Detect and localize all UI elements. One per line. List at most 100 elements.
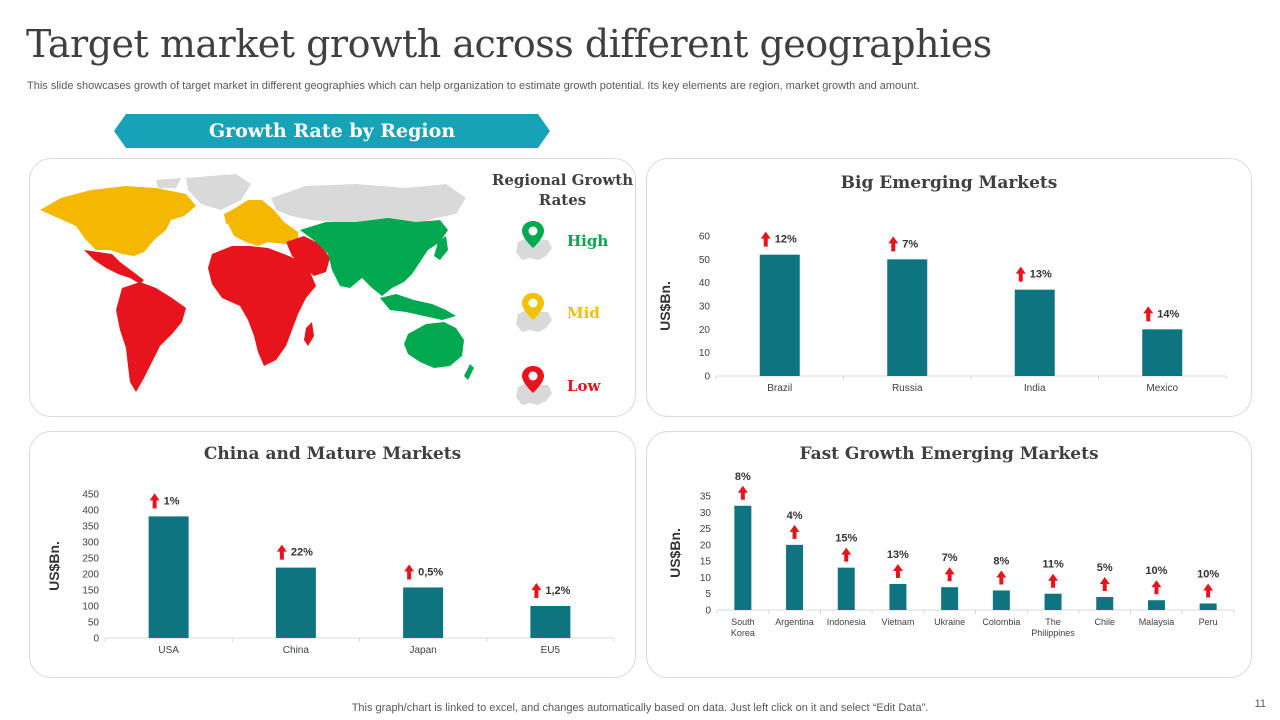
map-region-madagascar (304, 322, 314, 346)
y-tick-label: 15 (700, 557, 712, 568)
y-tick-label: 30 (699, 302, 711, 313)
y-tick-label: 450 (82, 490, 99, 501)
bar (887, 259, 928, 376)
y-tick-label: 50 (88, 618, 100, 629)
data-label: 15% (835, 533, 857, 545)
bar (837, 567, 855, 610)
map-region-north-america (40, 186, 196, 256)
data-label: 1,2% (545, 585, 570, 597)
x-tick-label: Peru (1199, 617, 1218, 627)
y-tick-label: 20 (700, 540, 712, 551)
x-tick-label: Chile (1094, 617, 1115, 627)
y-tick-label: 10 (699, 348, 711, 359)
china-mature-chart: US$Bn. 0 50 100 150 200 250 300 350 400 450 USA 1% Ch… (46, 490, 615, 656)
legend-label-low: Low (567, 377, 601, 395)
map-region-new-zealand (464, 364, 474, 380)
map-pin-icon (516, 221, 552, 260)
x-tick-label: Mexico (1146, 383, 1178, 394)
y-tick-label: 35 (700, 492, 712, 503)
y-tick-label: 40 (699, 278, 711, 289)
y-tick-label: 300 (82, 538, 99, 549)
y-tick-label: 0 (705, 606, 711, 617)
bar (1044, 593, 1062, 610)
x-tick-label: Vietnam (882, 617, 915, 627)
bar (1142, 329, 1183, 376)
bar (530, 606, 571, 638)
y-tick-label: 400 (82, 506, 99, 517)
data-label: 10% (1145, 565, 1167, 577)
data-label: 8% (735, 471, 751, 483)
bar (941, 587, 959, 610)
growth-arrow-icon (404, 564, 415, 580)
data-label: 13% (1030, 269, 1052, 281)
y-tick-label: 30 (700, 508, 712, 519)
world-map (40, 174, 474, 392)
map-region-south-america (116, 282, 186, 392)
footer-note: This graph/chart is linked to excel, and… (351, 702, 929, 714)
page-number: 11 (1254, 698, 1266, 710)
data-label: 22% (291, 547, 313, 559)
chart-title: China and Mature Markets (203, 444, 462, 464)
x-tick-label: Malaysia (1139, 617, 1175, 627)
bar (1096, 596, 1114, 610)
data-label: 4% (787, 510, 803, 522)
growth-arrow-icon (944, 567, 955, 582)
growth-arrow-icon (1151, 580, 1162, 595)
data-label: 0,5% (418, 566, 443, 578)
data-label: 11% (1042, 559, 1064, 571)
data-label: 13% (887, 549, 909, 561)
map-region-australia (404, 322, 464, 368)
bar (275, 567, 316, 638)
legend-item-mid: Mid (512, 292, 632, 342)
y-tick-label: 150 (82, 586, 99, 597)
bar (148, 516, 189, 638)
bar (889, 583, 907, 610)
x-tick-label: Argentina (775, 617, 814, 627)
section-banner-label: Growth Rate by Region (208, 120, 456, 142)
map-pin-icon (516, 366, 552, 405)
legend-item-low: Low (512, 365, 632, 415)
bar (786, 544, 804, 610)
map-region-asia (300, 218, 448, 296)
page-subtitle: This slide showcases growth of target ma… (27, 80, 920, 92)
bar (759, 254, 800, 376)
y-tick-label: 0 (704, 372, 710, 383)
growth-arrow-icon (149, 493, 160, 509)
section-banner: Growth Rate by Region (114, 114, 550, 148)
chart-title: Big Emerging Markets (840, 173, 1058, 193)
y-tick-label: 60 (699, 232, 711, 243)
map-region-middle-east (286, 236, 330, 276)
x-tick-label: EU5 (541, 645, 561, 656)
map-legend-title: Regional Growth Rates (491, 171, 634, 209)
fast-growth-chart: US$Bn. 0 5 10 15 20 25 30 35 South Korea 8% Argentin… (667, 471, 1235, 638)
x-tick-label: USA (158, 645, 179, 656)
y-tick-label: 5 (705, 589, 711, 600)
growth-arrow-icon (531, 583, 542, 598)
page-title: Target market growth across different ge… (26, 22, 992, 66)
y-axis-title: US$Bn. (657, 281, 673, 331)
bar (1147, 600, 1165, 610)
y-tick-label: 20 (699, 325, 711, 336)
growth-arrow-icon (1203, 583, 1214, 598)
bar (734, 505, 752, 610)
data-label: 5% (1097, 562, 1113, 574)
map-region-europe (228, 200, 298, 246)
growth-arrow-icon (789, 524, 800, 539)
data-label: 7% (942, 552, 958, 564)
y-axis-title: US$Bn. (46, 541, 62, 591)
data-label: 1% (164, 495, 180, 507)
x-tick-label: Russia (892, 383, 923, 394)
legend-label-mid: Mid (567, 304, 600, 322)
map-region-africa (208, 246, 316, 366)
y-tick-label: 10 (700, 573, 712, 584)
growth-arrow-icon (1143, 306, 1154, 322)
map-region-arctic-islands (156, 178, 181, 188)
legend-item-high: High (512, 220, 632, 270)
map-region-japan (434, 236, 448, 260)
bar (992, 590, 1010, 610)
y-tick-label: 250 (82, 554, 99, 565)
map-region-greenland (186, 174, 251, 210)
x-tick-label: The Philippines (1031, 617, 1075, 638)
x-tick-label: Ukraine (934, 617, 965, 627)
big-emerging-chart: US$Bn. 0 10 20 30 40 50 60 Brazil 12% Russia 7% Indi… (657, 232, 1227, 394)
